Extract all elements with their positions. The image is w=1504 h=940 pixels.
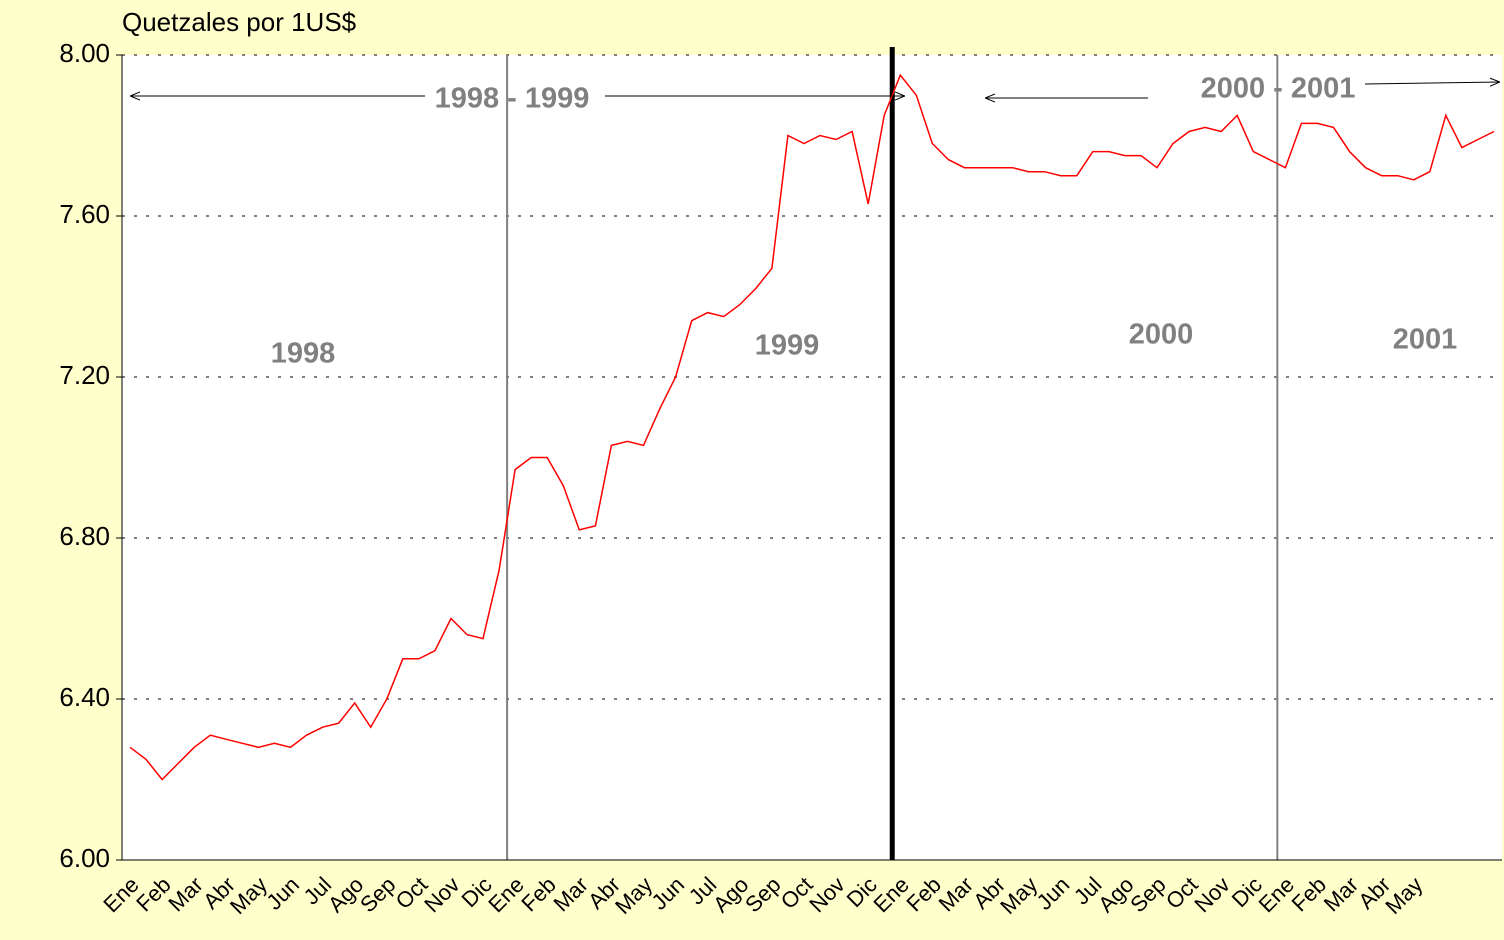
y-tick-label: 6.00 — [59, 843, 110, 873]
data-line — [129, 73, 1495, 781]
x-tick-label: May — [1380, 872, 1427, 919]
y-tick-label: 7.60 — [59, 199, 110, 229]
annotation: 2001 — [1393, 324, 1458, 356]
plot-area — [122, 55, 1502, 860]
y-tick-label: 6.80 — [59, 521, 110, 551]
x-tick-label: Jun — [1032, 872, 1075, 915]
arrow — [1364, 82, 1500, 84]
annotation: 2000 — [1129, 319, 1194, 351]
annotation: 2000 - 2001 — [1201, 73, 1356, 105]
annotation: 1998 - 1999 — [435, 83, 590, 115]
annotation: 1999 — [755, 330, 820, 362]
x-tick-label: Jun — [646, 872, 689, 915]
y-tick-label: 8.00 — [59, 38, 110, 68]
x-tick-label: Jun — [261, 872, 304, 915]
y-tick-label: 6.40 — [59, 682, 110, 712]
y-tick-label: 7.20 — [59, 360, 110, 390]
annotation: 1998 — [271, 338, 336, 370]
chart-title: Quetzales por 1US$ — [122, 7, 357, 37]
